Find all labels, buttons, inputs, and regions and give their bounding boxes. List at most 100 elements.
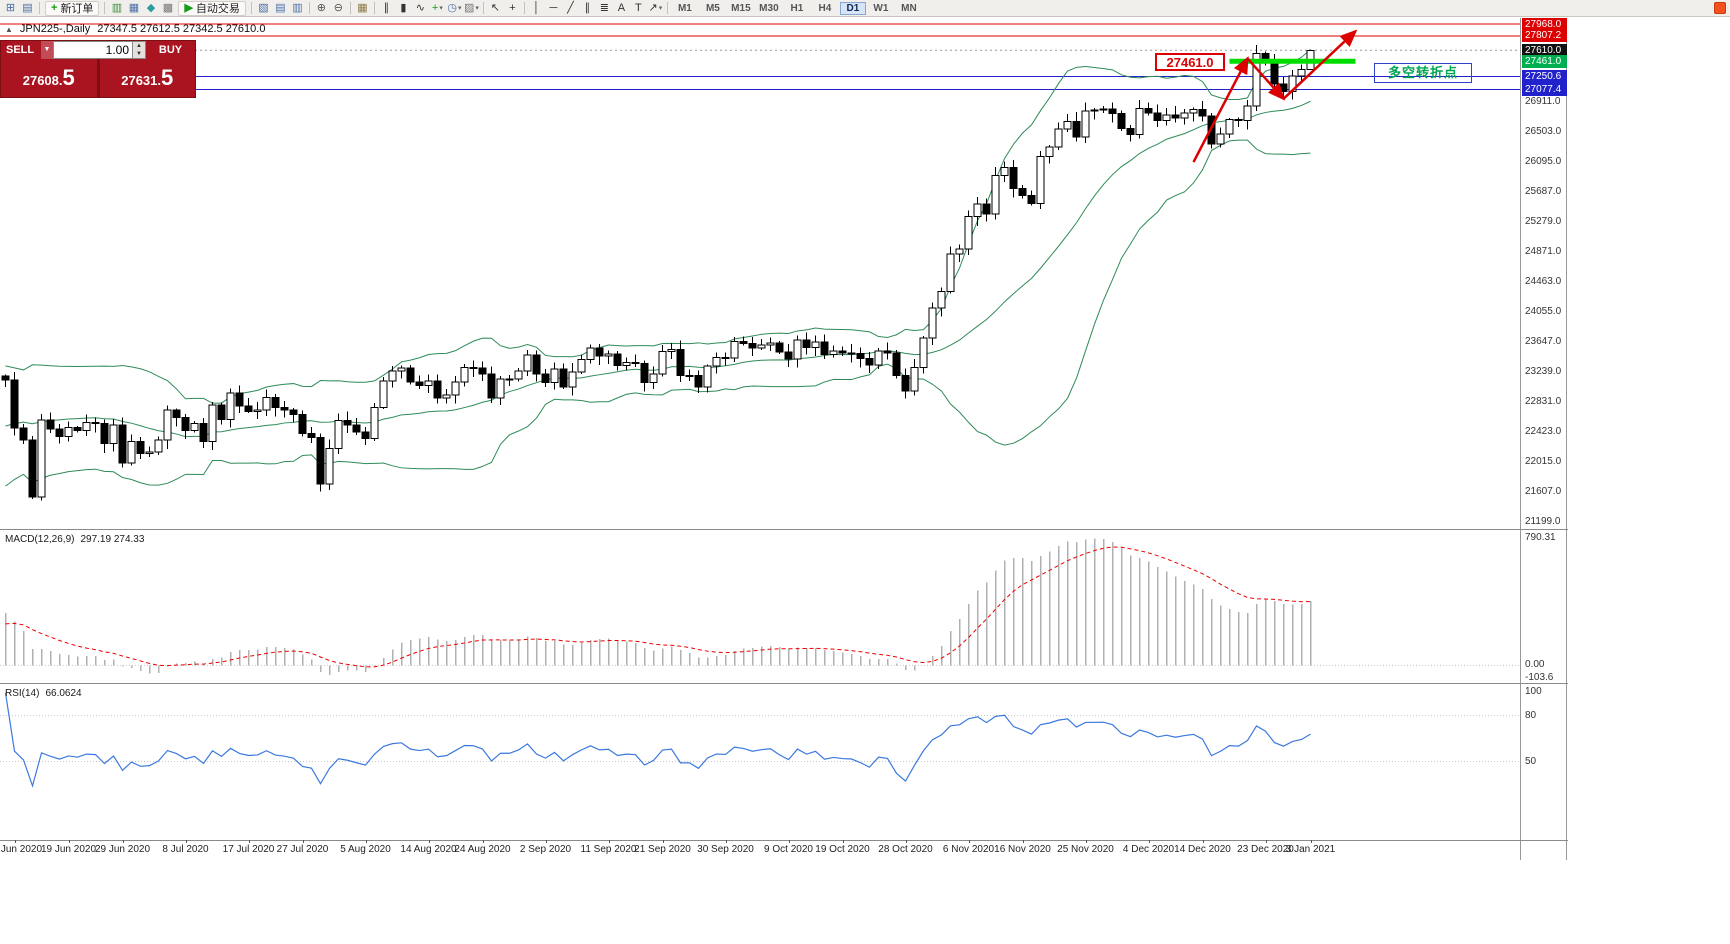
sell-label: SELL	[6, 44, 35, 56]
date-tick	[842, 840, 844, 843]
price-axis[interactable]: 26911.0 26503.0 26095.0 25687.0 25279.0 24871…	[1520, 18, 1567, 860]
timeframe-m15-button[interactable]: M15	[731, 2, 751, 14]
cursor-icon[interactable]: ↖	[487, 1, 504, 16]
indicators-icon[interactable]: + ▾	[429, 1, 446, 16]
price-chart-canvas[interactable]	[0, 18, 1520, 529]
rsi-chart-canvas[interactable]	[0, 685, 1520, 838]
price-callout[interactable]: 27461.0	[1155, 53, 1225, 71]
equidistant-channel-icon[interactable]: ∥	[579, 1, 596, 16]
volume-increase-button[interactable]: ▲	[136, 43, 142, 49]
volume-input[interactable]: 1.00	[53, 41, 133, 59]
trendline-icon[interactable]: ╱	[562, 1, 579, 16]
zoom-in-icon[interactable]: ⊕	[313, 1, 330, 16]
tile-horizontal-icon[interactable]: ▤	[272, 1, 289, 16]
timeframe-d1-button[interactable]: D1	[839, 1, 866, 15]
profiles-icon[interactable]: ▤	[19, 1, 36, 16]
timeframe-mn-button[interactable]: MN	[901, 2, 917, 14]
candle-body	[946, 253, 955, 293]
date-label: 23 Dec 2020	[1237, 844, 1294, 855]
note-label[interactable]: 多空转折点	[1374, 63, 1472, 83]
date-label: 6 Nov 2020	[942, 844, 995, 855]
candle-body	[127, 440, 136, 464]
candle-body	[586, 347, 595, 360]
zoom-out-icon[interactable]: ⊖	[330, 1, 347, 16]
fibonacci-icon[interactable]: ≣	[596, 1, 613, 16]
panel-separator-rsi[interactable]	[0, 683, 1568, 684]
date-tick	[14, 840, 16, 843]
price-tick-label: 21607.0	[1525, 485, 1562, 497]
dropdown-caret-icon[interactable]: ▾	[475, 4, 479, 12]
price-tick-label: 21199.0	[1525, 515, 1561, 527]
date-label: 29 Jun 2020	[94, 844, 151, 855]
trend-arrow-object[interactable]	[1246, 57, 1286, 101]
timeframe-m30-button[interactable]: M30	[759, 2, 779, 14]
timeframe-m1-button[interactable]: M1	[677, 2, 692, 14]
templates-icon[interactable]: ▨ ▾	[463, 1, 480, 16]
new-chart-icon[interactable]: ⊞	[2, 1, 19, 16]
tile-vertical-icon-glyph: ▥	[292, 1, 303, 14]
volume-dropdown-caret[interactable]: ▼	[41, 41, 53, 59]
date-label: 21 Sep 2020	[634, 844, 691, 855]
trend-arrow-object[interactable]	[1282, 29, 1358, 100]
buy-button[interactable]: 27631. 5	[99, 59, 195, 97]
timeframe-w1-button[interactable]: W1	[873, 2, 889, 14]
new-order-button[interactable]: + 新订单	[45, 0, 100, 16]
candle-body	[334, 420, 343, 449]
trend-arrow-object[interactable]	[1192, 56, 1249, 163]
candle-body	[901, 375, 910, 392]
candlestick-chart-icon[interactable]: ▮	[395, 1, 412, 16]
data-window-icon[interactable]: ▦	[125, 1, 142, 16]
alert-icon[interactable]	[1714, 2, 1726, 14]
candle-body	[1099, 108, 1108, 111]
tile-vertical-icon[interactable]: ▥	[289, 1, 306, 16]
candle-body	[1225, 119, 1234, 135]
timeframe-h1-button[interactable]: H1	[790, 2, 804, 14]
rsi-name: RSI(14)	[5, 688, 40, 699]
line-chart-icon[interactable]: ∿	[412, 1, 429, 16]
macd-chart-canvas[interactable]	[0, 531, 1520, 683]
price-level-label: 27968.0	[1522, 18, 1567, 31]
autotrade-button[interactable]: ▶ 自动交易	[178, 0, 246, 16]
text-icon-glyph: A	[617, 1, 626, 14]
candle-body	[1090, 109, 1099, 112]
dropdown-caret-icon[interactable]: ▾	[439, 4, 443, 12]
market-watch-icon[interactable]: ▥	[108, 1, 125, 16]
candle-body	[649, 373, 658, 384]
price-tick-label: 26911.0	[1525, 95, 1561, 107]
dropdown-caret-icon[interactable]: ▾	[658, 4, 663, 12]
candle-body	[631, 362, 640, 365]
crosshair-icon[interactable]: +	[504, 1, 521, 16]
date-label: 25 Nov 2020	[1057, 844, 1114, 855]
text-icon[interactable]: A	[613, 1, 630, 16]
dropdown-caret-icon[interactable]: ▾	[457, 4, 462, 12]
cascade-windows-icon[interactable]: ▧	[255, 1, 272, 16]
panel-separator-macd[interactable]	[0, 529, 1568, 530]
volume-decrease-button[interactable]: ▼	[136, 51, 142, 57]
terminal-icon[interactable]: ▩	[159, 1, 176, 16]
candle-body	[190, 423, 199, 431]
date-label: 19 Oct 2020	[815, 844, 870, 855]
arrows-icon[interactable]: ↗ ▾	[647, 1, 664, 16]
periods-icon-glyph: ◷	[447, 1, 457, 14]
date-label: 14 Dec 2020	[1174, 844, 1231, 855]
candle-body	[1117, 112, 1126, 129]
chart-window[interactable]: ▲ JPN225-,Daily 27347.5 27612.5 27342.5 …	[0, 18, 1568, 860]
date-label: 14 Aug 2020	[400, 844, 457, 855]
vertical-line-icon[interactable]: │	[528, 1, 545, 16]
candle-body	[28, 439, 37, 498]
date-label: 3 Jan 2021	[1285, 844, 1336, 855]
timeframe-m5-button[interactable]: M5	[705, 2, 720, 14]
candle-body	[145, 451, 154, 455]
sell-button[interactable]: 27608. 5	[1, 59, 97, 97]
candle-body	[181, 417, 190, 431]
label-icon[interactable]: T	[630, 1, 647, 16]
horizontal-line-icon[interactable]: ─	[545, 1, 562, 16]
timeframe-h4-button[interactable]: H4	[818, 2, 832, 14]
strategy-tester-icon[interactable]: ▦	[354, 1, 371, 16]
candle-body	[388, 370, 397, 382]
periods-icon[interactable]: ◷ ▾	[446, 1, 463, 16]
bar-chart-icon[interactable]: ∥	[378, 1, 395, 16]
navigator-icon[interactable]: ◆	[142, 1, 159, 16]
candle-body	[775, 342, 784, 353]
